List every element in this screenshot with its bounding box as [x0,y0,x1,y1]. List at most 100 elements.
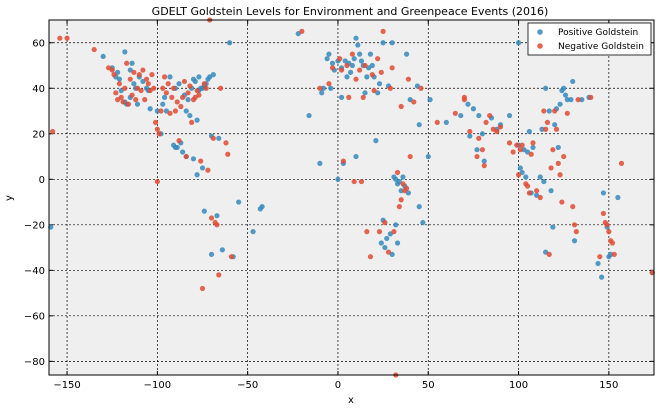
point-negative [138,87,144,94]
point-negative [217,85,224,91]
point-negative [349,51,356,57]
point-negative [317,85,323,91]
point-negative [382,219,388,226]
point-negative [534,188,540,194]
point-positive [398,188,404,194]
point-negative [183,153,189,160]
point-negative [519,142,525,148]
point-positive [335,176,341,182]
point-negative [169,94,175,100]
point-positive [226,40,233,46]
point-positive [467,133,473,139]
point-negative [358,178,365,185]
point-negative [405,76,411,82]
point-positive [552,122,558,128]
point-negative [530,140,536,146]
point-negative [543,126,549,132]
point-negative [570,204,576,210]
point-negative [216,272,222,278]
point-positive [355,42,361,48]
point-negative [189,119,195,126]
point-negative [337,56,343,62]
point-positive [122,49,128,55]
point-negative [118,94,124,100]
point-positive [458,112,464,119]
point-positive [420,219,426,226]
point-positive [129,60,135,66]
point-positive [320,85,327,91]
point-positive [530,144,536,151]
axis-ticks: −150 −100 −50 0 50 100 150 −80 −60 −40 −20 0 20 40 60 [24,20,654,391]
x-axis-label: x [348,395,354,406]
point-positive [571,238,578,244]
legend-marker-negative [537,43,543,49]
point-negative [127,76,133,82]
point-negative [559,199,565,205]
point-positive [349,62,356,69]
point-positive [208,251,215,257]
point-negative [411,99,417,105]
point-negative [597,254,603,260]
point-negative [346,94,352,100]
point-positive [259,204,265,210]
point-negative [351,178,357,185]
point-negative [113,90,119,96]
point-positive [541,178,547,185]
point-negative [199,285,206,292]
point-positive [250,229,256,235]
point-positive [167,74,173,80]
point-negative [391,229,397,235]
point-positive [474,147,480,153]
point-negative [205,167,211,173]
point-negative [149,72,155,78]
point-positive [526,128,532,135]
point-negative [541,108,547,114]
point-positive [382,244,388,251]
point-positive [214,213,220,219]
point-negative [571,222,578,228]
point-negative [552,108,558,114]
x-tick-label: 100 [509,380,528,391]
point-negative [357,67,363,73]
chart-title: GDELT Goldstein Levels for Environment a… [152,5,549,18]
point-positive [344,74,350,80]
point-positive [328,85,334,91]
point-negative [483,119,489,126]
point-positive [357,51,363,57]
point-positive [465,101,471,107]
point-negative [398,103,404,110]
point-negative [214,222,220,228]
point-negative [111,72,117,78]
point-negative [537,194,543,201]
point-positive [190,156,197,162]
point-negative [136,72,142,78]
point-negative [609,240,616,246]
point-negative [555,160,561,166]
point-negative [604,222,610,228]
point-positive [329,60,336,66]
y-tick-label: 20 [32,129,45,140]
point-positive [599,274,605,280]
point-positive [199,165,206,171]
point-negative [194,87,200,94]
point-positive [376,81,383,87]
point-negative [403,185,410,191]
point-negative [364,229,370,235]
point-negative [367,254,374,260]
point-positive [517,165,523,171]
point-negative [418,85,424,91]
x-tick-label: 50 [422,380,435,391]
y-tick-label: 60 [32,38,45,49]
point-positive [568,97,574,103]
y-tick-label: −40 [24,266,45,277]
point-negative [116,81,123,87]
point-negative [526,190,532,196]
point-negative [299,28,305,34]
point-negative [208,215,215,221]
point-negative [329,65,336,71]
point-positive [351,56,357,62]
point-positive [369,62,375,69]
point-positive [555,144,561,151]
point-positive [378,240,384,246]
